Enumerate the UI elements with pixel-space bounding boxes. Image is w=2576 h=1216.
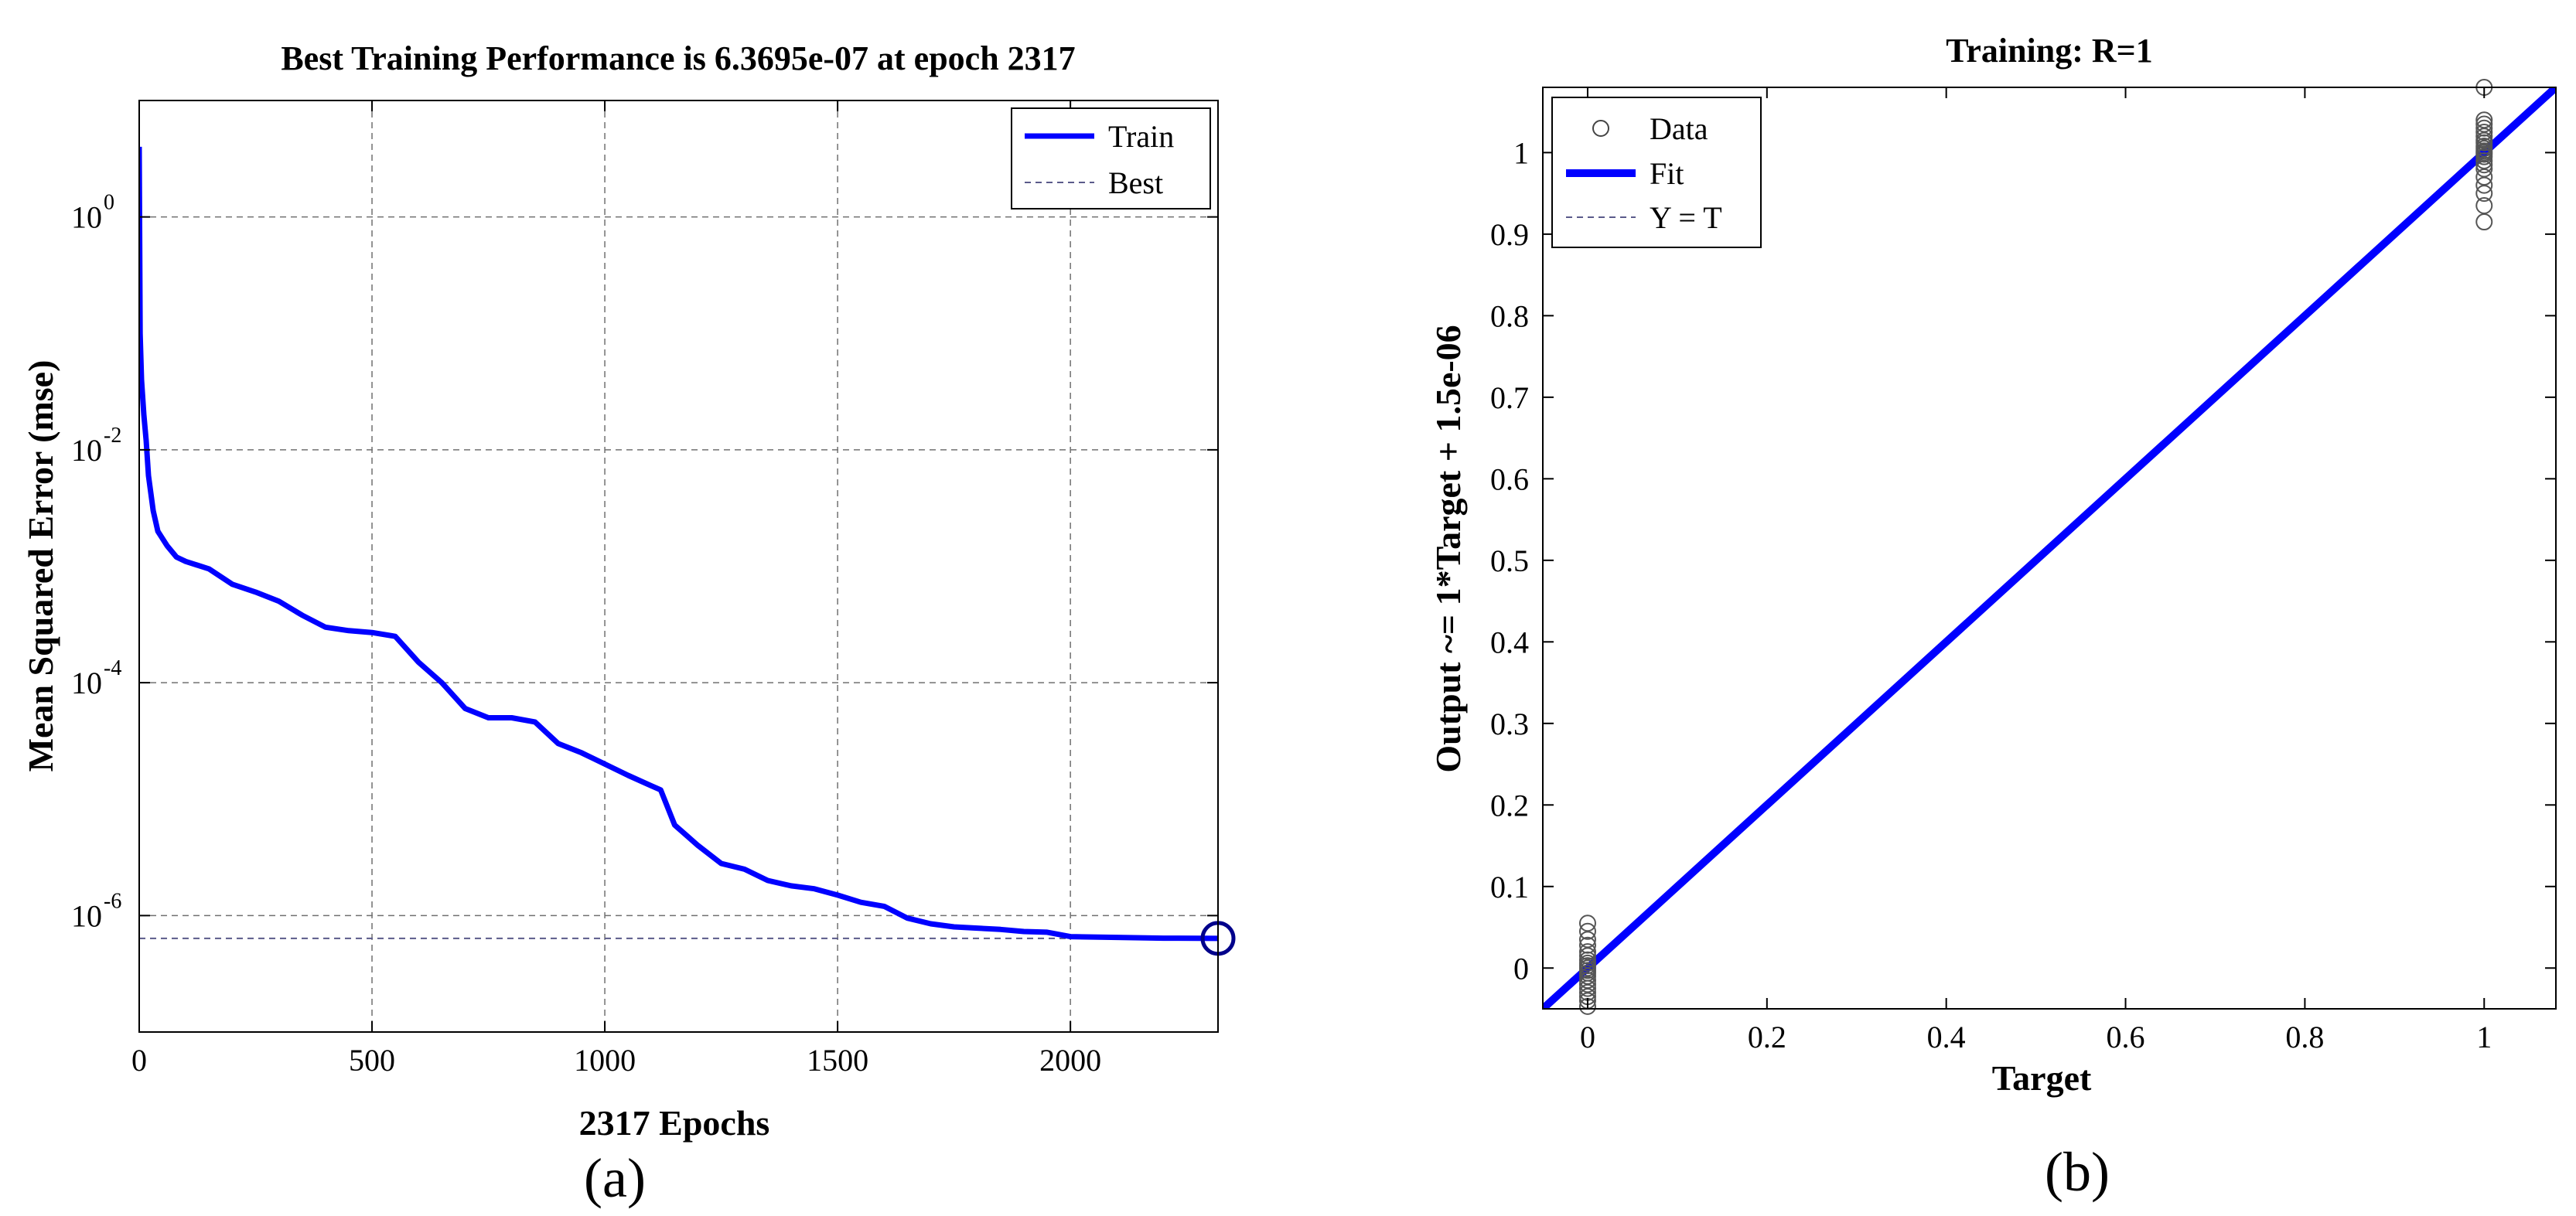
panel-a-grid xyxy=(139,100,1218,1032)
panel-a-y-tick-label: 10 xyxy=(71,433,102,468)
panel-b-data-point xyxy=(1578,947,1596,965)
panel-a-x-tick-label: 500 xyxy=(349,1043,395,1078)
panel-a-y-tick-label: 10 xyxy=(71,898,102,933)
panel-b-data-point xyxy=(2475,176,2493,194)
panel-a-y-tick-exponent: 0 xyxy=(104,191,114,215)
panel-a-legend-train-label: Train xyxy=(1108,119,1174,154)
panel-a-legend-box xyxy=(1011,107,1211,209)
panel-b-data-point xyxy=(1578,972,1596,989)
panel-b-axes-box xyxy=(1542,87,2557,1010)
panel-b-y-tick-label: 0 xyxy=(1513,951,1529,986)
panel-a-y-tick-exponent: -4 xyxy=(104,656,121,680)
panel-b-fit-line xyxy=(1543,87,2556,1009)
panel-b-x-tick-label: 1 xyxy=(2476,1020,2492,1054)
panel-b-x-tick-label: 0.8 xyxy=(2285,1020,2324,1054)
panel-b-y-tick-label: 0.9 xyxy=(1490,217,1529,252)
panel-a-x-ticks: 0 500 1000 1500 2000 xyxy=(131,100,1101,1078)
panel-b-x-tick-label: 0.6 xyxy=(2107,1020,2145,1054)
panel-a-x-tick-label: 1500 xyxy=(807,1043,868,1078)
panel-b-y-tick-label: 0.3 xyxy=(1490,707,1529,741)
panel-b-data-point xyxy=(1578,979,1596,997)
panel-b-y-tick-label: 0.7 xyxy=(1490,380,1529,415)
panel-b-legend-yt-label: Y = T xyxy=(1650,200,1722,235)
panel-b-y-tick-label: 0.5 xyxy=(1490,543,1529,578)
panel-b-data-points xyxy=(1578,79,2493,1015)
panel-b-y-ticks: 0 0.1 0.2 0.3 0.4 0.5 0.6 0.7 0.8 0.9 1 xyxy=(1490,135,2556,986)
panel-a-axes-box xyxy=(138,100,1219,1033)
panel-b-x-axis-label: Target xyxy=(1992,1058,2092,1098)
panel-b-data-point xyxy=(2475,196,2493,214)
panel-b-data-point xyxy=(2475,148,2493,165)
panel-a-y-tick-exponent: -6 xyxy=(104,889,121,913)
panel-b-x-ticks: 0 0.2 0.4 0.6 0.8 1 xyxy=(1580,87,2492,1054)
panel-b-data-point xyxy=(1578,976,1596,993)
panel-b-y-tick-label: 0.8 xyxy=(1490,298,1529,333)
panel-b-y-tick-label: 0.6 xyxy=(1490,462,1529,496)
panel-b-y-tick-label: 1 xyxy=(1513,135,1529,170)
panel-b-data-point xyxy=(2475,128,2493,145)
panel-b: Training: R=1 0 0.2 0.4 0.6 0.8 1 00.10.20.30… xyxy=(1428,32,2557,1203)
panel-b-data-point xyxy=(1578,915,1596,932)
panel-b-legend-fit-label: Fit xyxy=(1650,156,1684,191)
panel-a-title: Best Training Performance is 6.3695e-07 … xyxy=(281,39,1075,77)
panel-b-data-point xyxy=(2475,119,2493,137)
panel-b-data-point xyxy=(1578,931,1596,949)
panel-a-y-tick-exponent: -2 xyxy=(104,424,121,448)
panel-a-x-axis-label: 2317 Epochs xyxy=(579,1103,770,1143)
panel-b-data-point xyxy=(2475,213,2493,231)
panel-b-x-tick-label: 0 xyxy=(1580,1020,1595,1054)
panel-a: Best Training Performance is 6.3695e-07 … xyxy=(21,39,1236,1209)
panel-b-y-tick-label: 0.2 xyxy=(1490,788,1529,823)
panel-a-x-tick-label: 1000 xyxy=(574,1043,636,1078)
panel-b-y-axis-label: Output ~= 1*Target + 1.5e-06 xyxy=(1428,325,1468,772)
panel-b-legend-data-swatch xyxy=(1592,120,1609,137)
panel-b-y-tick-label: 0.4 xyxy=(1490,625,1529,659)
panel-b-data-point xyxy=(2475,169,2493,186)
panel-a-y-axis-label: Mean Squared Error (mse) xyxy=(21,360,60,772)
panel-b-data-point xyxy=(2475,115,2493,133)
panel-a-y-tick-label: 10 xyxy=(71,666,102,700)
panel-a-x-tick-label: 2000 xyxy=(1039,1043,1101,1078)
panel-b-y-tick-label: 0.1 xyxy=(1490,870,1529,904)
panel-b-legend-data-label: Data xyxy=(1650,111,1708,146)
panel-a-legend-best-label: Best xyxy=(1108,165,1163,200)
panel-b-data-point xyxy=(1578,922,1596,940)
panel-a-x-tick-label: 0 xyxy=(131,1043,147,1078)
panel-a-train-line xyxy=(139,146,1218,942)
panel-b-title: Training: R=1 xyxy=(1946,32,2153,70)
panel-b-data-point xyxy=(2475,160,2493,178)
panel-b-data-point xyxy=(2475,124,2493,141)
panel-b-data-point xyxy=(2475,185,2493,203)
panel-b-data-point xyxy=(1578,936,1596,954)
panel-b-data-point xyxy=(1578,943,1596,961)
panel-b-data-point xyxy=(2475,111,2493,129)
panel-b-data-point xyxy=(2475,152,2493,169)
panel-a-caption: (a) xyxy=(584,1147,646,1209)
panel-a-legend: Train Best xyxy=(1011,107,1211,209)
panel-b-x-tick-label: 0.4 xyxy=(1927,1020,1966,1054)
panel-b-data-point xyxy=(2475,156,2493,174)
panel-b-x-tick-label: 0.2 xyxy=(1748,1020,1786,1054)
panel-b-legend: Data Fit Y = T xyxy=(1551,97,1762,248)
panel-a-y-tick-label: 10 xyxy=(71,200,102,235)
panel-b-caption: (b) xyxy=(2045,1141,2110,1203)
panel-b-data-point xyxy=(1578,967,1596,985)
